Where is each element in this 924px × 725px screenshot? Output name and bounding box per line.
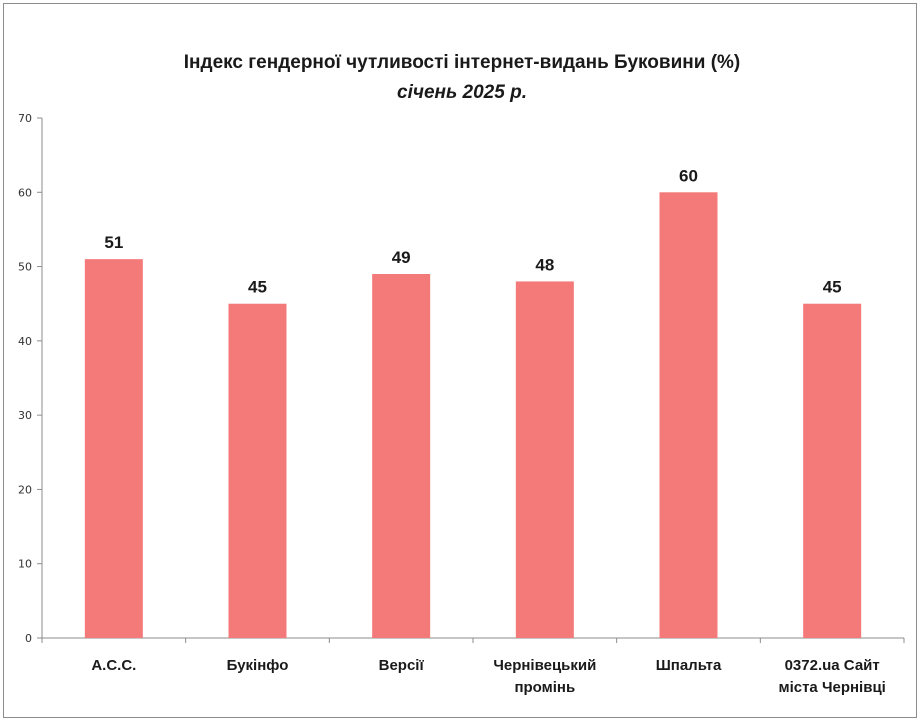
bar bbox=[659, 192, 718, 639]
data-label: 49 bbox=[392, 248, 411, 267]
chart-frame bbox=[3, 3, 917, 718]
x-category-label: 0372.ua Сайт міста Чернівці bbox=[778, 657, 885, 696]
y-tick-label: 40 bbox=[18, 335, 32, 348]
bar bbox=[84, 259, 143, 638]
y-tick-label: 60 bbox=[18, 186, 32, 199]
y-tick-label: 20 bbox=[18, 483, 32, 496]
y-tick-label: 0 bbox=[25, 632, 32, 645]
y-tick-label: 30 bbox=[18, 409, 32, 422]
x-category-label: Букінфо bbox=[227, 657, 289, 674]
y-tick-label: 50 bbox=[18, 261, 32, 274]
bar bbox=[803, 303, 862, 638]
data-label: 48 bbox=[535, 255, 554, 274]
bar bbox=[228, 303, 287, 638]
chart-title: Індекс гендерної чутливості інтернет-вид… bbox=[183, 52, 741, 73]
chart-subtitle: січень 2025 р. bbox=[397, 82, 527, 103]
bar bbox=[372, 274, 431, 638]
x-category-label: Шпальта bbox=[656, 657, 722, 674]
y-tick-label: 10 bbox=[18, 558, 32, 571]
data-label: 45 bbox=[823, 278, 842, 297]
data-label: 51 bbox=[104, 233, 123, 252]
x-category-label: Чернівецький промінь bbox=[493, 657, 596, 696]
y-tick-label: 70 bbox=[18, 112, 32, 125]
x-category-label: Версії bbox=[379, 657, 425, 674]
x-category-label: А.С.С. bbox=[91, 657, 136, 674]
data-label: 60 bbox=[679, 166, 698, 185]
bar bbox=[515, 281, 574, 638]
data-label: 45 bbox=[248, 278, 267, 297]
